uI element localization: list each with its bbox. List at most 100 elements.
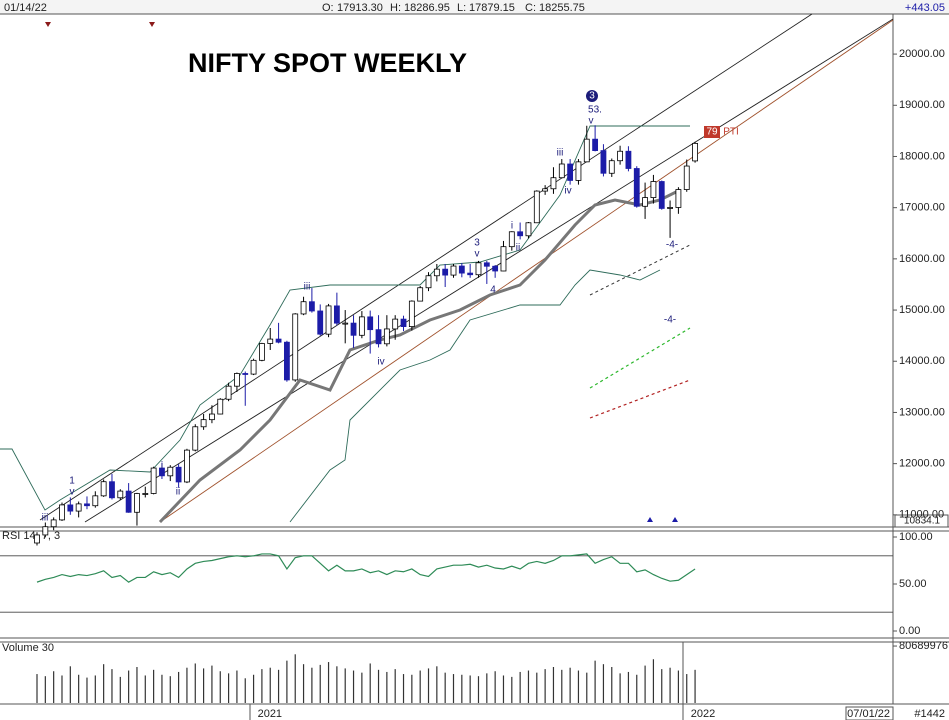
candle-body [358,316,365,336]
ohlc-label: O: [322,2,334,14]
candle-body [633,168,640,207]
projection [589,244,691,296]
candle-body [67,504,74,512]
candle-body [567,163,574,181]
y-tick-label: 19000.00 [899,99,945,111]
candle-body [467,272,474,276]
ohlc-label: H: [390,2,401,14]
candle-body [42,526,49,536]
y-tick-label: 16000.00 [899,253,945,265]
candle-body [667,207,673,209]
candle-body [642,197,648,207]
candle-body [267,338,274,344]
candle-body [692,142,698,162]
candle-body [575,161,582,181]
candle-body [192,426,199,451]
footer-date: 07/01/22 [847,708,890,720]
y-tick-label: 18000.00 [899,150,945,162]
date-box [845,706,894,720]
candle-body [658,181,665,209]
annotation: v [475,249,480,260]
pti-box [704,126,720,138]
candle-body [533,190,540,224]
header-change: +443.05 [905,2,945,14]
candle-body [617,150,623,162]
candle-body [350,322,357,336]
candle-body [84,503,90,507]
y-tick-label: 12000.00 [899,458,945,470]
ohlc-value: 17913.30 [337,2,383,14]
candle-body [500,246,507,272]
footer-count: #1442 [914,708,945,720]
candle-body [683,165,690,190]
candle-body [508,231,515,248]
candle-body [550,177,557,190]
candle-body [608,160,615,174]
y-tick-label: 0.00 [899,625,920,637]
annotation: 10834.1 [904,516,941,527]
candle-body [134,493,140,513]
annotation: ii [176,487,180,498]
annotation: 4 [490,285,496,296]
wave-circle [586,90,598,102]
channel-middle [84,18,894,523]
y-tick-label: 50.00 [899,578,927,590]
y-tick-label: 806899767. [899,640,949,652]
candle-body [675,189,682,208]
candle-body [34,534,40,544]
y-tick-label: 15000.00 [899,304,945,316]
candle-body [458,265,465,274]
annotation: 3 [589,91,595,102]
candle-body [342,322,349,325]
candle-body [583,138,590,163]
ohlc-label: C: [525,2,536,14]
projection [589,327,691,389]
ohlc-value: 17879.15 [469,2,515,14]
candle-body [117,490,124,499]
candle-body [275,338,282,343]
rsi-line [36,553,696,583]
candle-body [184,449,190,483]
candle-body [50,519,57,528]
candle-body [317,310,324,335]
ohlc-value: 18286.95 [404,2,450,14]
x-tick-label: 2021 [258,708,282,720]
header-date: 01/14/22 [4,2,47,14]
annotation: iii [557,148,564,159]
annotation: 3 [474,238,480,249]
candle-body [292,313,299,381]
candle-body [59,504,65,521]
chart-title: NIFTY SPOT WEEKLY [188,48,467,78]
header-bar [0,0,949,14]
channel-upper [39,13,813,521]
candle-body [175,466,182,483]
channel-lower [159,19,894,523]
candle-body [625,150,632,169]
annotation: iii [42,513,49,524]
candle-body [650,181,657,198]
candle-body [450,265,457,276]
panel-title: RSI 14, 7, 3 [2,530,60,542]
annotation: v [589,116,594,127]
annotation: 1 [69,476,75,487]
candle-body [417,287,424,302]
panel-title: Volume 30 [2,642,54,654]
annotation: PTI [723,127,739,138]
annotation: 53. [588,105,602,116]
price-box [894,514,949,528]
candle-body [475,262,482,276]
annotation: 79 [706,127,718,138]
candle-body [283,341,290,381]
annotation: i [511,221,513,232]
candle-body [408,300,415,327]
candle-body [383,328,390,345]
candle-body [92,495,99,507]
candle-body [525,222,532,237]
annotation: ii [516,243,520,254]
candle-body [75,503,82,512]
candle-body [250,359,257,375]
candle-body [558,163,565,179]
candle-body [592,138,599,151]
